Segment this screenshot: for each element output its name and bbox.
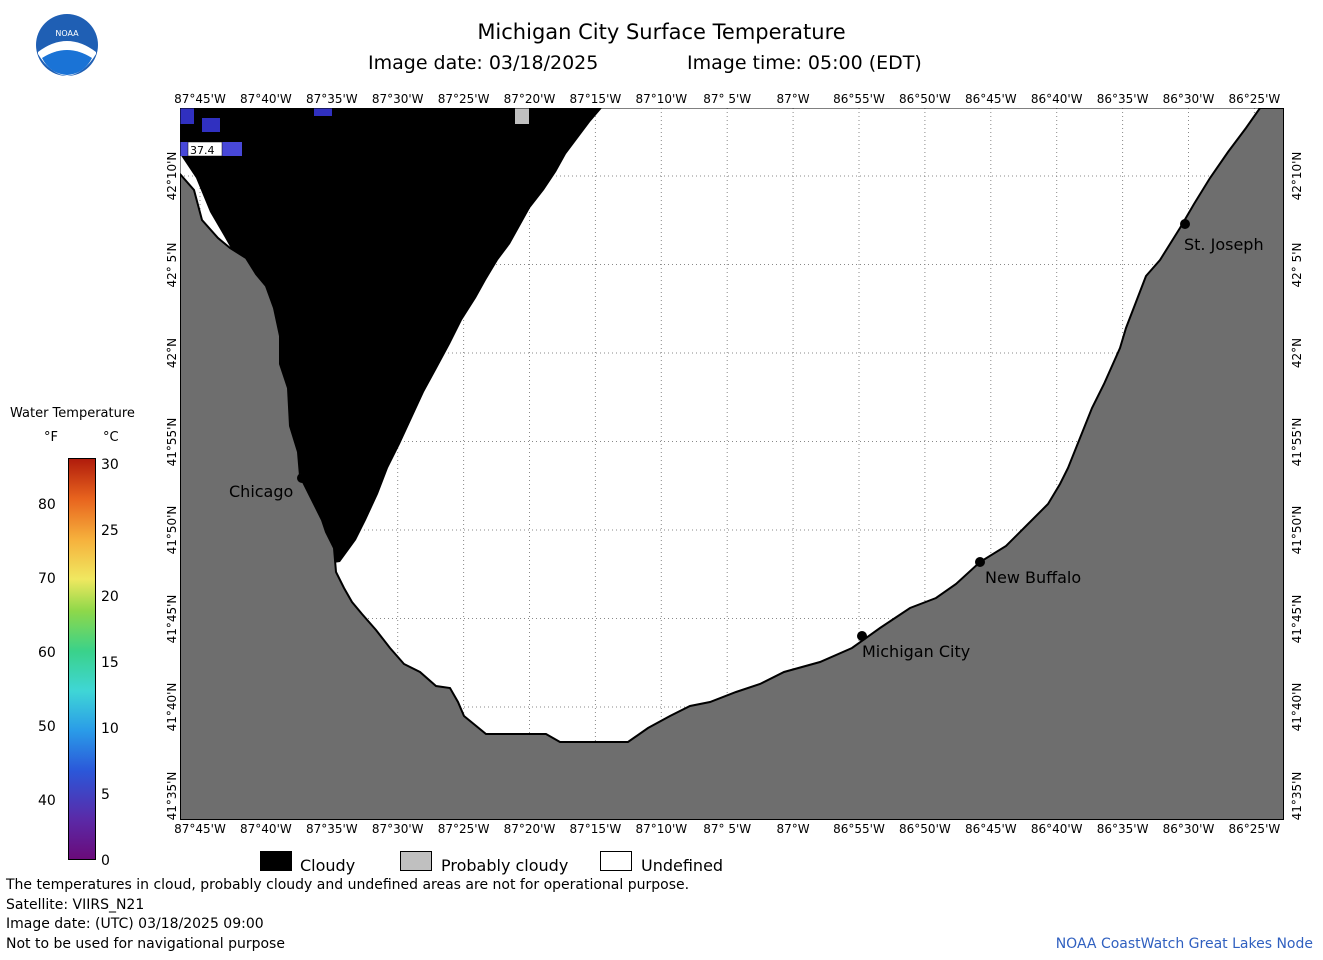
lon-tick-label: 87°30'W xyxy=(371,92,424,106)
celsius-tick: 10 xyxy=(101,721,119,737)
cloudy-swatch xyxy=(260,851,292,871)
lat-tick-label: 42°N xyxy=(1290,337,1304,369)
celsius-tick: 15 xyxy=(101,655,119,671)
probably-cloudy-pixel xyxy=(515,108,529,124)
logo-text: NOAA xyxy=(55,29,79,38)
image-time: Image time: 05:00 (EDT) xyxy=(687,52,922,74)
unit-fahrenheit: °F xyxy=(44,430,58,445)
undefined-label: Undefined xyxy=(641,856,724,875)
probably-cloudy-label: Probably cloudy xyxy=(441,856,569,875)
michigan-city-label: Michigan City xyxy=(862,642,971,661)
lon-tick-label: 87°25'W xyxy=(437,92,490,106)
st-joseph-label: St. Joseph xyxy=(1184,235,1264,254)
lat-tick-label: 42°10'N xyxy=(1290,151,1304,201)
lon-tick-label: 86°30'W xyxy=(1162,822,1215,836)
credit-link[interactable]: NOAA CoastWatch Great Lakes Node xyxy=(1055,936,1313,952)
lon-tick-label: 87°40'W xyxy=(240,822,292,836)
lat-tick-label: 41°50'N xyxy=(1290,505,1304,555)
lon-tick-label: 86°40'W xyxy=(1030,822,1083,836)
lon-tick-label: 87°W xyxy=(776,822,810,836)
lon-tick-label: 86°30'W xyxy=(1162,92,1215,106)
undefined-swatch xyxy=(600,851,632,871)
fahrenheit-tick: 70 xyxy=(38,571,56,587)
fahrenheit-tick: 50 xyxy=(38,719,56,735)
celsius-tick: 0 xyxy=(101,853,110,869)
lat-tick-label: 41°55'N xyxy=(1290,417,1304,466)
temperature-map: 37.4 xyxy=(180,108,1284,820)
color-scale-bar xyxy=(68,458,96,860)
unit-celsius: °C xyxy=(103,430,119,445)
lat-tick-label: 41°45'N xyxy=(165,594,179,643)
lon-tick-label: 86°50'W xyxy=(899,92,951,106)
lat-tick-label: 41°35'N xyxy=(165,771,179,820)
lat-tick-label: 42° 5'N xyxy=(1290,242,1304,287)
lon-tick-label: 87°30'W xyxy=(371,822,424,836)
noaa-logo: NOAA xyxy=(34,12,100,78)
lon-tick-label: 87°10'W xyxy=(635,92,688,106)
lon-tick-label: 87°W xyxy=(776,92,810,106)
lat-tick-label: 42°10'N xyxy=(165,151,179,201)
celsius-tick: 5 xyxy=(101,787,110,803)
lat-tick-label: 41°45'N xyxy=(1290,594,1304,643)
lon-tick-label: 86°25'W xyxy=(1228,822,1281,836)
lon-tick-label: 87°25'W xyxy=(437,822,490,836)
lon-tick-label: 86°55'W xyxy=(833,822,885,836)
chicago-label: Chicago xyxy=(229,482,294,501)
lon-tick-label: 87° 5'W xyxy=(703,822,752,836)
sst-pixel xyxy=(314,108,332,116)
celsius-tick: 20 xyxy=(101,589,119,605)
image-date: Image date: 03/18/2025 xyxy=(368,52,599,74)
land-west xyxy=(180,108,1284,820)
lon-tick-label: 86°45'W xyxy=(964,92,1017,106)
info-line-1: The temperatures in cloud, probably clou… xyxy=(6,877,690,893)
lon-tick-label: 86°35'W xyxy=(1096,822,1149,836)
chicago-marker xyxy=(297,473,307,483)
sst-value-label: 37.4 xyxy=(190,144,215,157)
lon-tick-label: 86°40'W xyxy=(1030,92,1083,106)
lon-tick-label: 87°15'W xyxy=(569,822,622,836)
cloud-region xyxy=(180,108,602,564)
lon-tick-label: 86°25'W xyxy=(1228,92,1281,106)
celsius-tick: 30 xyxy=(101,457,119,473)
lon-tick-label: 86°35'W xyxy=(1096,92,1149,106)
lon-tick-label: 86°50'W xyxy=(899,822,951,836)
lon-tick-label: 87°20'W xyxy=(503,92,556,106)
lat-tick-label: 41°50'N xyxy=(165,505,179,555)
new-buffalo-marker xyxy=(975,557,985,567)
info-line-3: Image date: (UTC) 03/18/2025 09:00 xyxy=(6,916,264,932)
fahrenheit-tick: 40 xyxy=(38,793,56,809)
probably-cloudy-swatch xyxy=(400,851,432,871)
st-joseph-marker xyxy=(1180,219,1190,229)
michigan-city-marker xyxy=(857,631,867,641)
lat-tick-label: 41°40'N xyxy=(1290,682,1304,732)
lon-tick-label: 87°35'W xyxy=(305,822,358,836)
new-buffalo-label: New Buffalo xyxy=(985,568,1082,587)
lon-tick-label: 86°45'W xyxy=(964,822,1017,836)
lon-tick-label: 86°55'W xyxy=(833,92,885,106)
cloudy-label: Cloudy xyxy=(300,856,356,875)
celsius-tick: 25 xyxy=(101,523,119,539)
scale-title: Water Temperature xyxy=(10,406,135,421)
info-line-4: Not to be used for navigational purpose xyxy=(6,936,285,952)
lon-tick-label: 87°15'W xyxy=(569,92,622,106)
lat-tick-label: 41°40'N xyxy=(165,682,179,732)
fahrenheit-tick: 80 xyxy=(38,497,56,513)
lon-tick-label: 87°35'W xyxy=(305,92,358,106)
lon-tick-label: 87° 5'W xyxy=(703,92,752,106)
lat-tick-label: 41°55'N xyxy=(165,417,179,466)
lat-tick-label: 42° 5'N xyxy=(165,242,179,287)
lat-tick-label: 42°N xyxy=(165,337,179,369)
map-title: Michigan City Surface Temperature xyxy=(477,20,846,44)
sst-pixel xyxy=(180,108,194,124)
lon-tick-label: 87°45'W xyxy=(174,92,226,106)
lon-tick-label: 87°40'W xyxy=(240,92,292,106)
lon-tick-label: 87°10'W xyxy=(635,822,688,836)
lon-tick-label: 87°45'W xyxy=(174,822,226,836)
fahrenheit-tick: 60 xyxy=(38,645,56,661)
lat-tick-label: 41°35'N xyxy=(1290,771,1304,820)
info-line-2: Satellite: VIIRS_N21 xyxy=(6,897,145,913)
lon-tick-label: 87°20'W xyxy=(503,822,556,836)
sst-pixel xyxy=(202,118,220,132)
